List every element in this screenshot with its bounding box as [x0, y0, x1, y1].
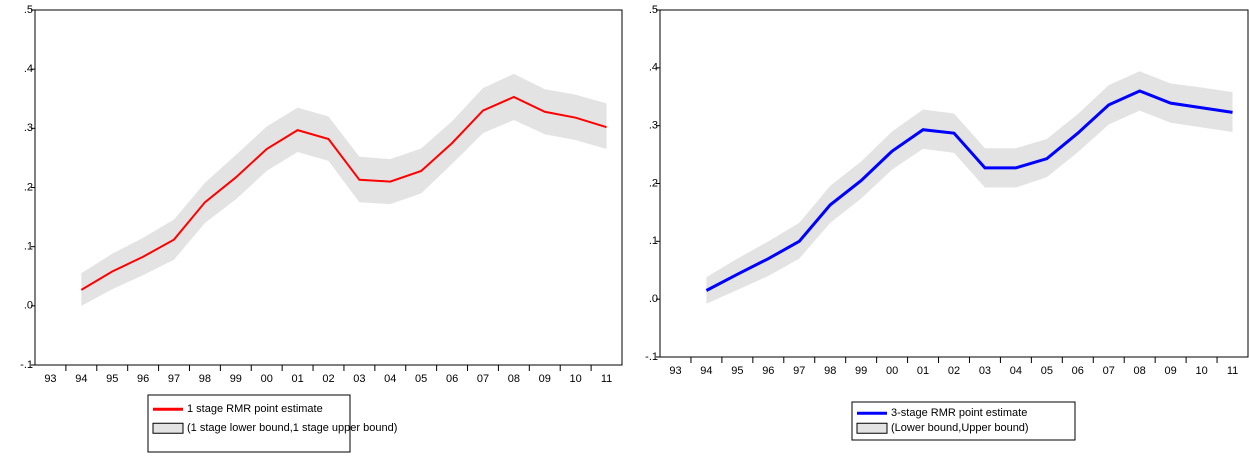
x-tick-label: 95 [731, 365, 743, 377]
y-tick-label: .3 [24, 122, 33, 134]
x-tick-label: 09 [539, 373, 551, 385]
x-tick-label: 97 [168, 373, 180, 385]
confidence-band [706, 71, 1233, 304]
x-tick-label: 04 [384, 373, 396, 385]
y-tick-label: .1 [24, 241, 33, 253]
x-tick-label: 02 [322, 373, 334, 385]
x-tick-label: 98 [824, 365, 836, 377]
y-tick-label: .1 [649, 235, 658, 247]
x-tick-label: 07 [1103, 365, 1115, 377]
confidence-band [81, 73, 607, 306]
y-tick-label: .2 [649, 177, 658, 189]
y-tick-label: .3 [649, 120, 658, 132]
x-tick-label: 11 [1227, 365, 1238, 377]
x-tick-label: 11 [601, 373, 612, 385]
x-tick-label: 97 [793, 365, 805, 377]
x-tick-label: 94 [700, 365, 712, 377]
y-tick-label: .0 [649, 293, 658, 305]
legend-label: (Lower bound,Upper bound) [891, 422, 1029, 434]
legend-swatch [856, 422, 888, 434]
legend-label: 3-stage RMR point estimate [891, 407, 1027, 419]
x-tick-label: 05 [415, 373, 427, 385]
x-tick-label: 96 [137, 373, 149, 385]
x-tick-label: 10 [570, 373, 582, 385]
x-tick-label: 96 [762, 365, 774, 377]
y-tick-label: -.1 [20, 359, 33, 371]
x-tick-label: 98 [199, 373, 211, 385]
x-tick-label: 99 [855, 365, 867, 377]
x-tick-label: 03 [353, 373, 365, 385]
y-tick-label: .5 [649, 4, 658, 16]
legend-label: 1 stage RMR point estimate [187, 403, 323, 415]
x-tick-label: 03 [979, 365, 991, 377]
y-tick-label: .0 [24, 300, 33, 312]
x-tick-label: 09 [1165, 365, 1177, 377]
series-line [80, 95, 607, 291]
legend-label: (1 stage lower bound,1 stage upper bound… [187, 422, 397, 434]
x-tick-label: 10 [1195, 365, 1207, 377]
x-tick-label: 06 [446, 373, 458, 385]
x-tick-label: 95 [106, 373, 118, 385]
y-tick-label: .4 [649, 62, 658, 74]
legend-box [851, 401, 1076, 441]
legend-swatch [152, 422, 184, 434]
plot-frame [34, 9, 623, 366]
x-tick-label: 00 [261, 373, 273, 385]
series-line [705, 89, 1233, 292]
x-tick-label: 93 [44, 373, 56, 385]
plot-frame [659, 9, 1249, 358]
x-tick-label: 06 [1072, 365, 1084, 377]
x-tick-label: 94 [75, 373, 87, 385]
x-tick-label: 00 [886, 365, 898, 377]
x-tick-label: 04 [1010, 365, 1022, 377]
x-tick-label: 08 [1134, 365, 1146, 377]
x-tick-label: 99 [230, 373, 242, 385]
x-tick-label: 01 [917, 365, 929, 377]
y-tick-label: .4 [24, 63, 33, 75]
x-tick-label: 08 [508, 373, 520, 385]
y-tick-label: -.1 [645, 351, 658, 363]
y-tick-label: .2 [24, 181, 33, 193]
y-tick-label: .5 [24, 4, 33, 16]
x-tick-label: 01 [291, 373, 303, 385]
x-tick-label: 05 [1041, 365, 1053, 377]
x-tick-label: 07 [477, 373, 489, 385]
x-tick-label: 02 [948, 365, 960, 377]
x-tick-label: 93 [669, 365, 681, 377]
